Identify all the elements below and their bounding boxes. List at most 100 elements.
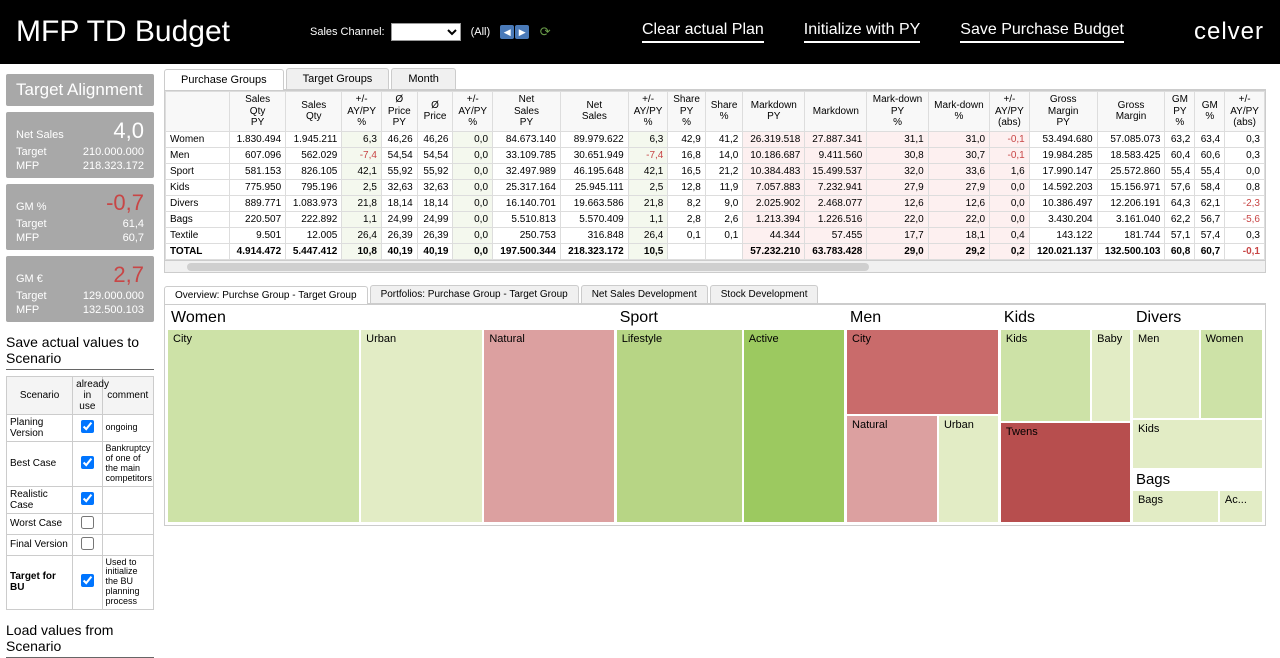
scenario-name: Best Case — [7, 442, 73, 487]
gm-pct-mfp: 60,7 — [123, 232, 144, 244]
table-cell: 41,2 — [705, 131, 742, 147]
table-cell: 181.744 — [1097, 227, 1165, 243]
clear-plan-button[interactable]: Clear actual Plan — [642, 21, 764, 43]
next-icon[interactable]: ▶ — [515, 25, 529, 39]
net-sales-card: Net Sales 4,0 Target210.000.000 MFP218.3… — [6, 112, 154, 178]
tree-women-urban[interactable]: Urban — [360, 329, 483, 523]
upper-tab[interactable]: Purchase Groups — [164, 69, 284, 90]
save-purchase-budget-button[interactable]: Save Purchase Budget — [960, 21, 1124, 43]
table-cell: 30,8 — [867, 147, 928, 163]
table-cell: 31,0 — [928, 131, 989, 147]
tree-men-urban[interactable]: Urban — [938, 415, 999, 523]
table-cell: 1,1 — [628, 211, 668, 227]
prev-icon[interactable]: ◀ — [500, 25, 514, 39]
lower-tab[interactable]: Overview: Purchse Group - Target Group — [164, 286, 368, 304]
table-cell: 32,0 — [867, 163, 928, 179]
table-col-header: Mark-down% — [928, 92, 989, 132]
tree-kids-baby[interactable]: Baby — [1091, 329, 1131, 422]
target-alignment-title: Target Alignment — [16, 80, 144, 100]
upper-tab[interactable]: Month — [391, 68, 456, 89]
table-cell: 30.651.949 — [560, 147, 628, 163]
scenario-checkbox[interactable] — [81, 420, 94, 433]
table-cell: 0,0 — [453, 179, 493, 195]
tree-men-title: Men — [846, 307, 999, 329]
tree-divers-women[interactable]: Women — [1200, 329, 1263, 420]
tree-kids-twens[interactable]: Twens — [1000, 422, 1131, 523]
table-cell: 0,3 — [1225, 227, 1265, 243]
tree-divers-kids[interactable]: Kids — [1132, 419, 1263, 468]
table-cell: 4.914.472 — [230, 243, 286, 259]
header: MFP TD Budget Sales Channel: (All) ◀ ▶ ⟳… — [0, 0, 1280, 64]
table-cell: -7,4 — [628, 147, 668, 163]
tree-men-city[interactable]: City — [846, 329, 999, 415]
table-cell: 18.583.425 — [1097, 147, 1165, 163]
table-cell: 10,8 — [342, 243, 382, 259]
table-cell: 2,6 — [705, 211, 742, 227]
refresh-icon[interactable]: ⟳ — [538, 25, 552, 39]
lower-tab[interactable]: Portfolios: Purchase Group - Target Grou… — [370, 285, 579, 303]
upper-tab[interactable]: Target Groups — [286, 68, 390, 89]
table-col-header: GMPY% — [1165, 92, 1195, 132]
table-col-header: +/-AY/PY(abs) — [990, 92, 1030, 132]
table-cell: 218.323.172 — [560, 243, 628, 259]
tree-women-city[interactable]: City — [167, 329, 360, 523]
table-cell: 0,0 — [453, 243, 493, 259]
lower-tab[interactable]: Net Sales Development — [581, 285, 708, 303]
table-cell: 56,7 — [1195, 211, 1225, 227]
initialize-py-button[interactable]: Initialize with PY — [804, 21, 921, 43]
table-cell: 7.232.941 — [805, 179, 867, 195]
gm-pct-card: GM % -0,7 Target61,4 MFP60,7 — [6, 184, 154, 250]
table-cell: 581.153 — [230, 163, 286, 179]
table-cell: 27,9 — [928, 179, 989, 195]
table-cell: 55,4 — [1165, 163, 1195, 179]
scenario-row: Worst Case — [7, 513, 154, 534]
scenario-checkbox[interactable] — [81, 516, 94, 529]
tree-women-natural[interactable]: Natural — [483, 329, 614, 523]
tree-sport-active[interactable]: Active — [743, 329, 845, 523]
table-cell: 12,6 — [867, 195, 928, 211]
table-cell: 26,4 — [342, 227, 382, 243]
table-cell: 55,92 — [417, 163, 453, 179]
table-cell: 46.195.648 — [560, 163, 628, 179]
table-col-header: NetSalesPY — [493, 92, 561, 132]
gm-pct-label: GM % — [16, 201, 47, 213]
table-cell: 0,3 — [1225, 147, 1265, 163]
table-cell: 32.497.989 — [493, 163, 561, 179]
table-cell: 2.468.077 — [805, 195, 867, 211]
table-cell: 2.025.902 — [743, 195, 805, 211]
tree-kids-kids[interactable]: Kids — [1000, 329, 1091, 422]
table-cell: 0,0 — [990, 179, 1030, 195]
table-cell: 9.411.560 — [805, 147, 867, 163]
table-cell: 826.105 — [286, 163, 342, 179]
tree-divers-men[interactable]: Men — [1132, 329, 1200, 420]
tree-sport-lifestyle[interactable]: Lifestyle — [616, 329, 743, 523]
table-col-header: SalesQtyPY — [230, 92, 286, 132]
tree-men-natural[interactable]: Natural — [846, 415, 938, 523]
table-cell: 12,8 — [668, 179, 705, 195]
scenario-col-header: already in use — [73, 377, 102, 415]
table-cell: 27,9 — [867, 179, 928, 195]
table-cell: 63.783.428 — [805, 243, 867, 259]
scenario-checkbox[interactable] — [81, 456, 94, 469]
lower-tab[interactable]: Stock Development — [710, 285, 819, 303]
table-cell: Women — [166, 131, 230, 147]
sales-channel-select[interactable] — [391, 23, 461, 41]
net-sales-mfp: 218.323.172 — [83, 160, 144, 172]
scenario-checkbox[interactable] — [81, 537, 94, 550]
scenario-row: Target for BUUsed to initialize the BU p… — [7, 555, 154, 609]
table-col-header: SharePY% — [668, 92, 705, 132]
scenario-checkbox[interactable] — [81, 492, 94, 505]
tree-bags-bags[interactable]: Bags — [1132, 490, 1219, 523]
table-cell: 16.140.701 — [493, 195, 561, 211]
tree-bags-ac[interactable]: Ac... — [1219, 490, 1263, 523]
table-cell: 27.887.341 — [805, 131, 867, 147]
table-cell: 14,0 — [705, 147, 742, 163]
table-cell: 222.892 — [286, 211, 342, 227]
table-cell: 1.083.973 — [286, 195, 342, 211]
scenario-checkbox[interactable] — [81, 574, 94, 587]
table-cell: 19.984.285 — [1029, 147, 1097, 163]
gm-pct-mfp-label: MFP — [16, 232, 39, 244]
horizontal-scrollbar[interactable] — [164, 261, 1266, 273]
table-cell: 22,0 — [928, 211, 989, 227]
logo: celver — [1194, 18, 1264, 46]
